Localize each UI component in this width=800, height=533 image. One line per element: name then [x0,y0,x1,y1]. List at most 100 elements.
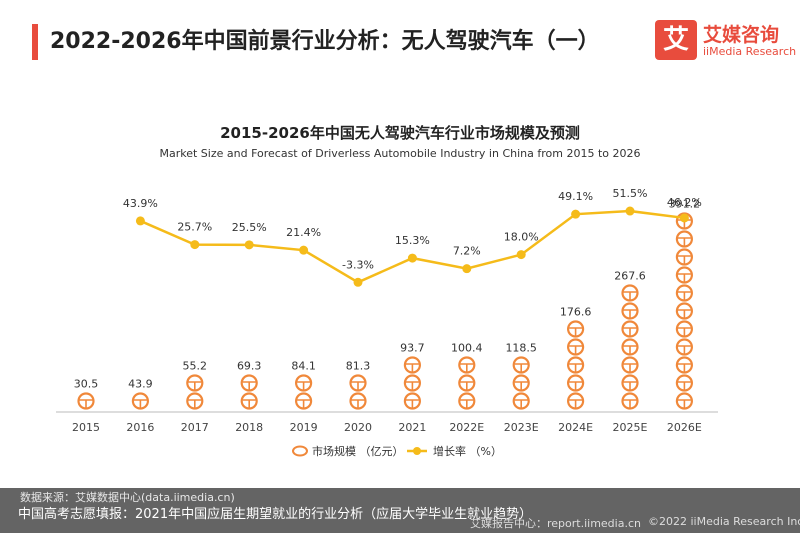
bar-coin [675,338,694,356]
bar-coin [675,356,694,374]
bar-coin-spoke [569,399,583,408]
bar-coin [566,356,585,374]
bar-value-label: 55.2 [183,360,208,373]
growth-point [462,264,472,274]
x-tick-label: 2018 [235,421,263,434]
growth-point [135,216,145,226]
footer-overlay [0,488,800,533]
bar-value-label: 118.5 [505,342,537,355]
growth-value-label: 25.7% [177,221,212,234]
x-tick-label: 2026E [667,421,702,434]
growth-value-label: 21.4% [286,226,321,239]
growth-value-label: 49.1% [558,190,593,203]
bar-coin [675,248,694,266]
copyright: ©2022 iiMedia Research Inc [648,515,800,528]
bar-coin [621,302,639,320]
title-accent-bar [32,24,38,60]
bar-coin [621,392,639,410]
bar-value-label: 93.7 [400,342,425,355]
chart-subtitle: Market Size and Forecast of Driverless A… [159,147,641,160]
bar-value-label: 84.1 [291,360,316,373]
caption-text: 中国高考志愿填报：2021年中国应届生期望就业的行业分析（应届大学毕业生就业趋势… [18,507,533,522]
growth-point [353,277,363,287]
bar-coin-spoke [677,273,691,282]
bar-value-label: 391.2 [669,198,701,211]
bar-coin [675,302,694,320]
growth-value-label: 46.2% [667,196,702,209]
bar-coin-spoke [351,381,365,390]
growth-value-label: 15.3% [395,234,430,247]
x-tick-label: 2024E [558,421,593,434]
legend-line-label: 增长率 （%） [433,444,502,458]
legend-line-marker [413,447,421,455]
bar-coin-spoke [297,381,311,390]
bar-coin-spoke [677,255,691,264]
bar-coin [675,266,694,284]
bar-coin-spoke [460,399,474,408]
bar-coin-spoke [514,363,528,372]
x-tick-label: 2020 [344,421,372,434]
growth-point [679,213,689,223]
bar-coin [240,392,258,410]
bar-coin-spoke [188,381,202,390]
bar-value-label: 81.3 [346,360,371,373]
growth-value-label: 7.2% [453,245,481,258]
bar-coin [566,320,585,338]
bar-coin-spoke [188,399,202,408]
growth-value-label: 51.5% [613,187,648,200]
bar-coin [621,320,639,338]
report-website: 艾媒报告中心：report.iimedia.cn [470,517,641,530]
bar-coin-spoke [405,363,419,372]
bar-coin-spoke [623,381,637,390]
x-tick-label: 2016 [126,421,154,434]
bar-coin-spoke [677,309,691,318]
bar-value-label: 43.9 [128,378,153,391]
bar-value-label: 176.6 [560,306,592,319]
growth-value-label: 25.5% [232,221,267,234]
iimedia-logo: 艾 艾媒咨询 iiMedia Research [655,18,796,66]
bar-coin [186,374,204,392]
bar-value-label: 30.5 [74,378,99,391]
bar-coin [621,284,639,302]
growth-point [625,206,635,216]
bar-coin-spoke [623,399,637,408]
bar-coin-spoke [242,399,256,408]
bar-coin-spoke [514,381,528,390]
chart-title: 2015-2026年中国无人驾驶汽车行业市场规模及预测 [220,124,580,142]
bar-coin-spoke [79,399,93,408]
bar-coin [512,374,530,392]
bar-coin-spoke [677,345,691,354]
bar-value-label: 100.4 [451,342,483,355]
bar-coin [675,284,694,302]
bar-coin-spoke [514,399,528,408]
bar-coin-spoke [677,363,691,372]
bar-coin [675,230,694,248]
bar-coin [675,374,694,392]
bar-coin [566,374,585,392]
logo-text-cn: 艾媒咨询 [703,24,780,46]
bar-coin-spoke [623,327,637,336]
x-tick-label: 2019 [290,421,318,434]
bar-coin-spoke [677,237,691,246]
growth-point [407,253,417,263]
x-tick-label: 2022E [449,421,484,434]
bar-coin-spoke [677,399,691,408]
growth-point [516,250,526,260]
bar-coin-spoke [677,291,691,300]
logo-text-en: iiMedia Research [703,45,797,58]
bar-coin [458,356,476,374]
bar-value-label: 267.6 [614,270,646,283]
growth-value-label: 43.9% [123,197,158,210]
growth-point [190,240,200,250]
bar-coin-spoke [405,381,419,390]
x-tick-label: 2015 [72,421,100,434]
bar-coin-spoke [569,345,583,354]
bar-coin [621,356,639,374]
growth-point [299,245,309,255]
bar-coin [131,392,149,410]
bar-coin [675,320,694,338]
bar-coin-spoke [297,399,311,408]
bar-coin [295,392,313,410]
bar-coin-spoke [569,363,583,372]
